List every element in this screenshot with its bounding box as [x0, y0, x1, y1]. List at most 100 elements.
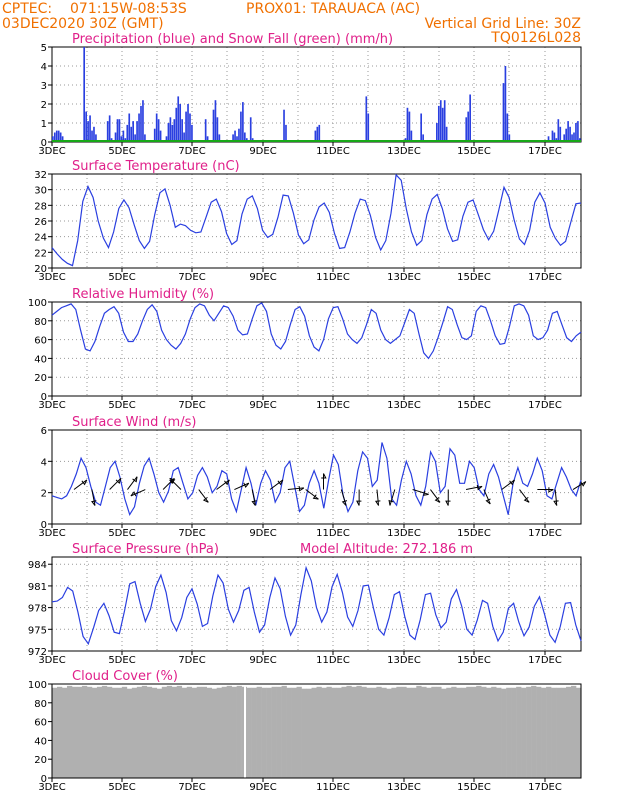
- y-tick-label: 4: [41, 457, 47, 468]
- wind-vector: [73, 479, 88, 490]
- cloud-bar: [556, 687, 562, 778]
- cloud-bar: [571, 685, 577, 778]
- cloud-bar: [406, 687, 412, 778]
- precip-bar: [155, 113, 158, 142]
- precip-bar: [212, 109, 215, 142]
- cloud-bar: [261, 687, 267, 778]
- cloud-bar: [236, 685, 242, 778]
- y-tick-label: 40: [34, 354, 47, 365]
- cloud-bar: [451, 686, 457, 778]
- precip-bar: [181, 119, 183, 142]
- plot-frame: [51, 301, 582, 397]
- x-tick-label: 3DEC: [38, 146, 65, 157]
- precip-bar: [126, 124, 129, 142]
- x-tick-label: 11DEC: [316, 146, 350, 157]
- x-tick-label: 5DEC: [108, 146, 135, 157]
- cloud-bar: [291, 687, 297, 778]
- header-coords: 071:15W-08:53S: [70, 1, 187, 17]
- x-tick-label: 17DEC: [528, 528, 562, 539]
- precip-bar: [167, 123, 170, 142]
- wind-panel: 0 2 4 6 3DEC 5DEC 7DEC 9DEC 11DEC 13DEC 15DEC 17DEC…: [38, 415, 587, 539]
- wind-vector: [430, 489, 441, 503]
- x-tick-label: 11DEC: [316, 655, 350, 666]
- cloud-bar: [206, 687, 212, 778]
- precip-bar: [114, 132, 117, 142]
- cloud-bar: [381, 687, 387, 778]
- y-tick-label: 5: [41, 43, 47, 54]
- cloud-cover-panel: 0 20 40 60 80 100 3DEC 5DEC 7DEC 9DEC 11DEC 13DEC 15…: [28, 669, 582, 793]
- x-tick-label: 9DEC: [249, 146, 276, 157]
- cloud-bar: [61, 687, 68, 778]
- y-tick-label: 100: [28, 680, 47, 691]
- cloud-bar: [166, 685, 173, 778]
- wind-vector-head: [485, 498, 491, 505]
- precip-bar: [159, 130, 162, 142]
- wind-vector: [91, 489, 96, 506]
- precip-bar: [57, 130, 60, 142]
- cloud-bar: [456, 687, 462, 778]
- precip-bar: [465, 117, 468, 142]
- x-tick-label: 7DEC: [178, 782, 205, 793]
- precip-bar: [83, 47, 86, 142]
- precip-bar: [85, 111, 87, 142]
- wind-vector-head: [91, 500, 97, 506]
- x-tick-label: 3DEC: [38, 400, 65, 411]
- cloud-bar: [326, 686, 332, 778]
- cloud-bar: [66, 685, 73, 778]
- wind-vector-head: [251, 500, 257, 506]
- wind-vector: [389, 489, 396, 506]
- header-station: PROX01: TARAUACA (AC): [246, 1, 420, 17]
- cloud-bar: [336, 687, 342, 778]
- x-tick-label: 7DEC: [178, 655, 205, 666]
- cloud-bar: [476, 685, 482, 778]
- y-tick-label: 28: [34, 201, 47, 212]
- y-tick-label: 26: [34, 217, 47, 228]
- panel-title: Precipitation (blue) and Snow Fall (gree…: [72, 32, 393, 47]
- wind-vector-head: [202, 497, 209, 503]
- cloud-bar: [361, 686, 367, 778]
- cloud-bar: [171, 686, 178, 778]
- precip-bar: [365, 96, 368, 142]
- temp-line: [51, 173, 582, 267]
- x-tick-label: 5DEC: [108, 528, 135, 539]
- precip-bar: [59, 132, 62, 142]
- cloud-bar: [486, 687, 492, 778]
- cloud-bar: [501, 688, 507, 778]
- wind-vector: [501, 479, 515, 490]
- cloud-bar: [351, 686, 357, 778]
- precip-bar: [367, 113, 370, 142]
- precip-bar: [136, 121, 138, 142]
- precip-bar: [216, 117, 219, 142]
- precip-bar: [118, 119, 121, 142]
- y-tick-label: 60: [34, 718, 47, 729]
- cloud-bar: [421, 686, 427, 778]
- precip-bar: [508, 134, 511, 142]
- precip-bar: [93, 126, 95, 142]
- x-tick-label: 13DEC: [387, 400, 421, 411]
- cloud-bar: [176, 685, 183, 778]
- cloud-bar: [321, 687, 327, 778]
- precip-bar: [204, 119, 207, 142]
- cloud-bar: [411, 687, 417, 778]
- x-tick-label: 15DEC: [457, 655, 491, 666]
- cloud-bar: [366, 687, 372, 778]
- precip-bar: [504, 66, 507, 142]
- wind-vector-head: [356, 500, 362, 506]
- precip-bar: [559, 126, 562, 142]
- x-tick-label: 5DEC: [108, 272, 135, 283]
- cloud-bar: [536, 686, 542, 778]
- precip-bar: [318, 124, 321, 142]
- x-tick-label: 3DEC: [38, 528, 65, 539]
- precip-bar: [553, 132, 556, 142]
- precip-bar: [128, 113, 131, 142]
- wind-vector-head: [509, 479, 515, 486]
- y-tick-label: 978: [28, 604, 47, 615]
- precip-bar: [175, 107, 178, 142]
- cloud-bar: [576, 687, 582, 778]
- cloud-bar: [526, 686, 532, 778]
- humidity-panel: 0 20 40 60 80 100 3DEC 5DEC 7DEC 9DEC 11DEC 13DEC 15…: [28, 287, 582, 411]
- cloud-bar: [52, 687, 58, 778]
- cloud-bar: [301, 688, 307, 778]
- cloud-bar: [71, 686, 78, 778]
